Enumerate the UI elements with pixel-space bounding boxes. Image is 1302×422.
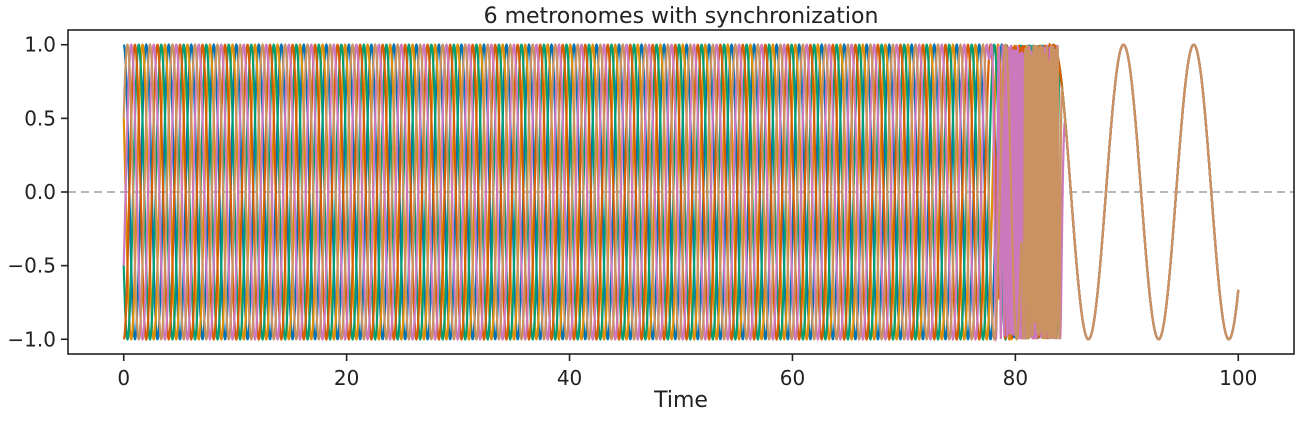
x-tick-label: 60 bbox=[780, 366, 805, 390]
y-tick-label: 1.0 bbox=[24, 33, 56, 57]
chart-title: 6 metronomes with synchronization bbox=[484, 4, 879, 29]
x-tick-label: 100 bbox=[1219, 366, 1257, 390]
y-tick-label: −1.0 bbox=[7, 327, 56, 351]
x-tick-label: 20 bbox=[334, 366, 359, 390]
y-axis: −1.0 −0.5 0.0 0.5 1.0 bbox=[7, 33, 68, 351]
x-tick-label: 80 bbox=[1003, 366, 1028, 390]
x-axis-label: Time bbox=[653, 388, 708, 413]
plot-area bbox=[67, 29, 1295, 355]
series-group bbox=[122, 42, 1240, 343]
x-axis: 0 20 40 60 80 100 bbox=[117, 354, 1257, 390]
x-tick-label: 0 bbox=[117, 366, 130, 390]
y-tick-label: 0.5 bbox=[24, 106, 56, 130]
x-tick-label: 40 bbox=[557, 366, 582, 390]
y-tick-label: −0.5 bbox=[7, 254, 56, 278]
series-line-6 bbox=[122, 43, 1240, 341]
y-tick-label: 0.0 bbox=[24, 180, 56, 204]
series-line-4 bbox=[122, 42, 1240, 342]
